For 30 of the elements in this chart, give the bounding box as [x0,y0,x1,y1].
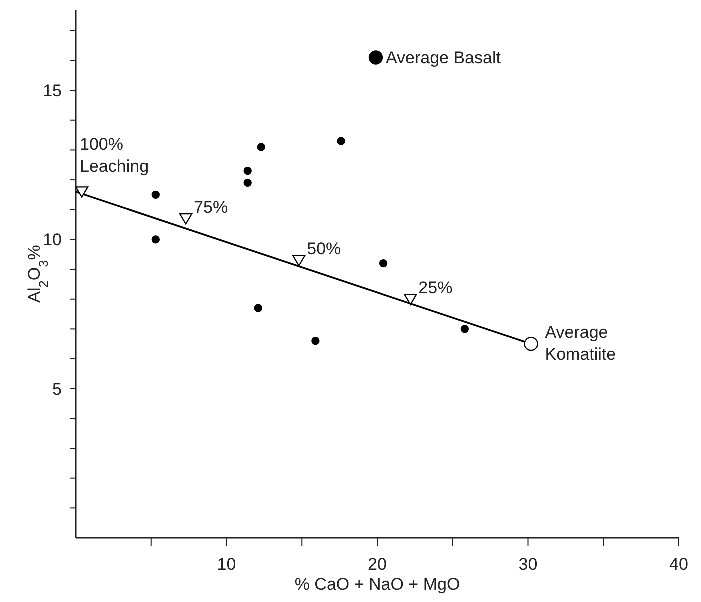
annotation: 50% [307,240,342,259]
annotation: 75% [194,198,228,217]
point [152,190,160,200]
annotation: 25% [418,278,453,298]
y-tick-label: 5 [52,380,62,399]
point [292,255,306,267]
y-tick-label: 10 [43,230,62,250]
point [460,325,470,334]
x-axis-title: % CaO + NaO + MgO [294,575,460,594]
point [179,213,193,225]
y-tick-label: 15 [43,82,62,101]
annotation: 100% Leaching [80,134,150,176]
point [152,236,160,244]
point [312,337,320,346]
x-tick-label: 10 [217,555,236,574]
annotation: Average Komatiite [545,323,616,364]
point [76,186,89,198]
point [337,137,346,146]
point [404,294,418,306]
point [524,337,538,352]
point [244,178,252,188]
x-tick-label: 40 [670,555,688,574]
x-tick-label: 30 [518,555,538,574]
point [257,143,266,152]
point [254,304,263,312]
annotation: Average Basalt [386,48,502,68]
point [379,259,388,268]
point [368,50,384,65]
point [244,166,252,176]
x-tick-label: 20 [368,555,387,574]
